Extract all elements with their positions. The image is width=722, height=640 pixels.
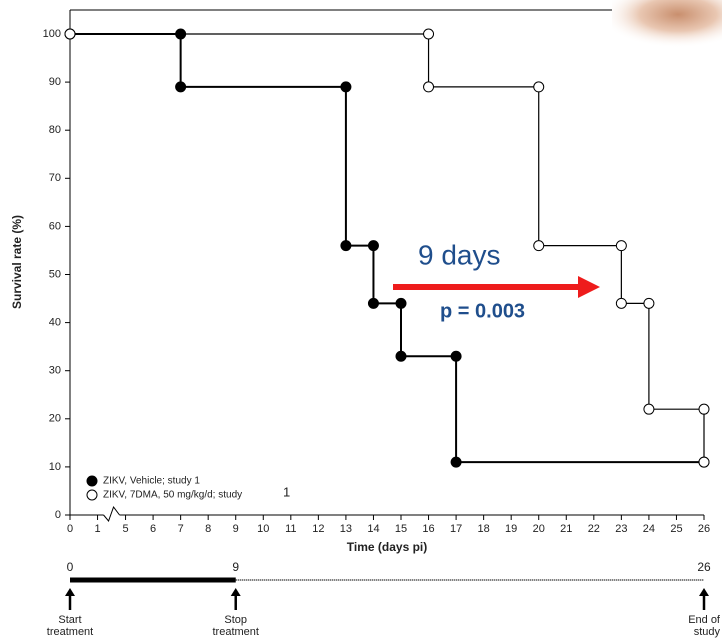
survival-point [643, 403, 655, 415]
x-tick-label: 1 [94, 523, 100, 535]
y-axis-label: Survival rate (%) [10, 215, 24, 309]
x-tick-label: 15 [395, 523, 407, 535]
arrow-head [578, 276, 600, 298]
y-tick-label: 70 [49, 172, 61, 184]
x-tick-label: 26 [698, 523, 710, 535]
survival-point [395, 350, 407, 362]
survival-point [340, 240, 352, 252]
legend-note: 1 [283, 484, 290, 499]
survival-point [450, 350, 462, 362]
timeline-tick-label: 0 [67, 560, 74, 574]
x-tick-label: 25 [670, 523, 682, 535]
event-label: study [694, 626, 721, 638]
corner-photo [612, 0, 722, 48]
event-label: Start [58, 614, 81, 626]
x-tick-label: 23 [615, 523, 627, 535]
survival-point [423, 28, 435, 40]
survival-point [367, 297, 379, 309]
legend-marker [86, 475, 98, 487]
survival-point [64, 28, 76, 40]
x-tick-label: 21 [560, 523, 572, 535]
y-tick-label: 100 [43, 28, 61, 40]
x-tick-label: 7 [178, 523, 184, 535]
survival-point [450, 456, 462, 468]
timeline-tick-label: 9 [232, 560, 239, 574]
x-tick-label: 0 [67, 523, 73, 535]
annotation: 9 days [418, 239, 501, 270]
survival-point [643, 297, 655, 309]
event-arrow-head [230, 588, 241, 596]
survival-point [615, 297, 627, 309]
timeline-tick-label: 26 [697, 560, 711, 574]
x-tick-label: 10 [257, 523, 269, 535]
event-label: End of [688, 614, 721, 626]
event-label: treatment [47, 626, 93, 638]
survival-point [423, 81, 435, 93]
x-tick-label: 19 [505, 523, 517, 535]
axis-break-gap [103, 512, 120, 518]
x-tick-label: 18 [478, 523, 490, 535]
survival-point [340, 81, 352, 93]
annotation: p = 0.003 [440, 300, 525, 322]
event-arrow-head [65, 588, 75, 596]
x-tick-label: 11 [285, 523, 296, 535]
x-tick-label: 8 [205, 523, 211, 535]
x-tick-label: 12 [312, 523, 324, 535]
x-tick-label: 24 [643, 523, 655, 535]
x-axis-label: Time (days pi) [347, 540, 427, 554]
x-tick-label: 13 [340, 523, 352, 535]
axis-break [103, 505, 120, 522]
y-tick-label: 40 [49, 317, 61, 329]
x-tick-label: 22 [588, 523, 600, 535]
y-tick-label: 50 [49, 268, 61, 280]
y-tick-label: 80 [49, 124, 61, 136]
y-tick-label: 0 [55, 509, 61, 521]
event-label: treatment [212, 626, 258, 638]
survival-point [698, 403, 710, 415]
legend-marker [86, 489, 98, 501]
x-tick-label: 20 [533, 523, 545, 535]
x-tick-label: 14 [367, 523, 379, 535]
x-tick-label: 5 [122, 523, 128, 535]
y-tick-label: 20 [49, 413, 61, 425]
survival-point [615, 240, 627, 252]
event-label: Stop [224, 614, 247, 626]
event-arrow-head [699, 588, 709, 596]
x-tick-label: 9 [233, 523, 239, 535]
x-tick-label: 6 [150, 523, 156, 535]
survival-line [70, 33, 705, 463]
survival-point [533, 81, 545, 93]
survival-point [395, 297, 407, 309]
x-tick-label: 17 [450, 523, 462, 535]
survival-point [367, 240, 379, 252]
legend-label: ZIKV, 7DMA, 50 mg/kg/d; study [103, 490, 242, 501]
y-tick-label: 90 [49, 76, 61, 88]
x-tick-label: 16 [422, 523, 434, 535]
survival-point [533, 240, 545, 252]
y-tick-label: 30 [49, 365, 61, 377]
survival-point [175, 28, 187, 40]
legend-label: ZIKV, Vehicle; study 1 [103, 476, 200, 487]
survival-line [70, 33, 704, 464]
survival-point [698, 456, 710, 468]
survival-point [175, 81, 187, 93]
y-tick-label: 10 [49, 461, 61, 473]
y-tick-label: 60 [49, 220, 61, 232]
